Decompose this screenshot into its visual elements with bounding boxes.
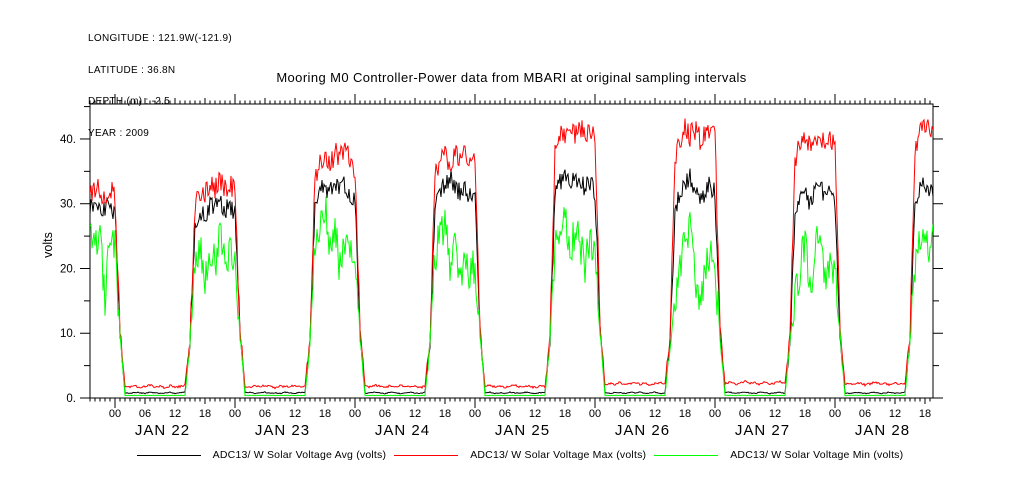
longitude-line: LONGITUDE : 121.9W(-121.9) bbox=[88, 33, 232, 44]
x-hour-tick-label: 12 bbox=[409, 408, 421, 420]
x-hour-tick-label: 12 bbox=[529, 408, 541, 420]
x-hour-tick-label: 06 bbox=[739, 408, 751, 420]
x-hour-tick-label: 06 bbox=[859, 408, 871, 420]
x-day-label: JAN 24 bbox=[375, 422, 430, 439]
series-lines bbox=[90, 118, 933, 397]
x-hour-tick-label: 00 bbox=[829, 408, 841, 420]
max-line-swatch bbox=[394, 454, 459, 456]
y-tick-label: 30. bbox=[60, 199, 76, 211]
x-day-label: JAN 25 bbox=[495, 422, 550, 439]
y-tick-label: 20. bbox=[60, 263, 76, 275]
legend-entry-min: ADC13/ W Solar Voltage Min (volts) bbox=[654, 449, 903, 461]
y-tick-label: 40. bbox=[60, 134, 76, 146]
x-hour-tick-label: 12 bbox=[889, 408, 901, 420]
x-hour-tick-label: 12 bbox=[289, 408, 301, 420]
x-day-label: JAN 26 bbox=[615, 422, 670, 439]
x-hour-tick-label: 00 bbox=[709, 408, 721, 420]
plot-frame bbox=[89, 103, 934, 399]
legend-label-max: ADC13/ W Solar Voltage Max (volts) bbox=[470, 449, 647, 461]
avg-line-swatch bbox=[136, 454, 201, 456]
chart-legend: ADC13/ W Solar Voltage Avg (volts) ADC13… bbox=[90, 449, 950, 461]
x-hour-tick-label: 00 bbox=[109, 408, 121, 420]
x-hour-tick-label: 06 bbox=[499, 408, 511, 420]
legend-label-min: ADC13/ W Solar Voltage Min (volts) bbox=[730, 449, 904, 461]
x-hour-tick-label: 00 bbox=[229, 408, 241, 420]
legend-label-avg: ADC13/ W Solar Voltage Avg (volts) bbox=[212, 449, 387, 461]
x-hour-tick-label: 18 bbox=[199, 408, 211, 420]
x-hour-tick-label: 06 bbox=[619, 408, 631, 420]
x-hour-tick-label: 00 bbox=[469, 408, 481, 420]
x-hour-tick-label: 18 bbox=[559, 408, 571, 420]
x-hour-tick-label: 18 bbox=[799, 408, 811, 420]
legend-entry-max: ADC13/ W Solar Voltage Max (volts) bbox=[394, 449, 646, 461]
x-hour-tick-label: 18 bbox=[919, 408, 931, 420]
y-axis-ticks bbox=[80, 106, 943, 399]
min-line-swatch bbox=[654, 454, 719, 456]
x-axis-ticks bbox=[89, 94, 931, 408]
x-hour-tick-label: 12 bbox=[169, 408, 181, 420]
x-hour-tick-label: 18 bbox=[679, 408, 691, 420]
chart-title: Mooring M0 Controller-Power data from MB… bbox=[276, 70, 747, 85]
x-hour-tick-label: 12 bbox=[649, 408, 661, 420]
x-day-label: JAN 27 bbox=[735, 422, 790, 439]
x-hour-tick-label: 06 bbox=[139, 408, 151, 420]
x-hour-labels: 00 06 12 18 00 06 12 18 00 06 12 18 00 06 12 18 00 06 12 18… bbox=[109, 408, 931, 420]
y-tick-label: 0. bbox=[66, 393, 76, 405]
series-line-max bbox=[90, 118, 933, 390]
x-day-label: JAN 28 bbox=[855, 422, 910, 439]
year-line: YEAR : 2009 bbox=[88, 127, 150, 139]
series-line-min bbox=[90, 196, 933, 397]
y-tick-labels: 0. 10. 20. 30. 40. bbox=[60, 134, 76, 405]
legend-entry-avg: ADC13/ W Solar Voltage Avg (volts) bbox=[136, 449, 387, 461]
header-metadata: LONGITUDE : 121.9W(-121.9) LATITUDE : 36… bbox=[88, 13, 232, 160]
x-hour-tick-label: 18 bbox=[319, 408, 331, 420]
latitude-line: LATITUDE : 36.8N bbox=[88, 64, 176, 76]
y-tick-label: 10. bbox=[60, 328, 76, 340]
x-hour-tick-label: 06 bbox=[259, 408, 271, 420]
x-hour-tick-label: 00 bbox=[349, 408, 361, 420]
depth-line: DEPTH (m) : -2.5 bbox=[88, 96, 171, 107]
series-line-avg bbox=[90, 168, 933, 395]
x-hour-tick-label: 12 bbox=[769, 408, 781, 420]
x-day-label: JAN 22 bbox=[135, 422, 190, 439]
x-hour-tick-label: 18 bbox=[439, 408, 451, 420]
x-hour-tick-label: 06 bbox=[379, 408, 391, 420]
x-day-labels: JAN 22 JAN 23 JAN 24 JAN 25 JAN 26 JAN 27 JAN … bbox=[135, 422, 910, 439]
x-hour-tick-label: 00 bbox=[589, 408, 601, 420]
x-day-label: JAN 23 bbox=[255, 422, 310, 439]
